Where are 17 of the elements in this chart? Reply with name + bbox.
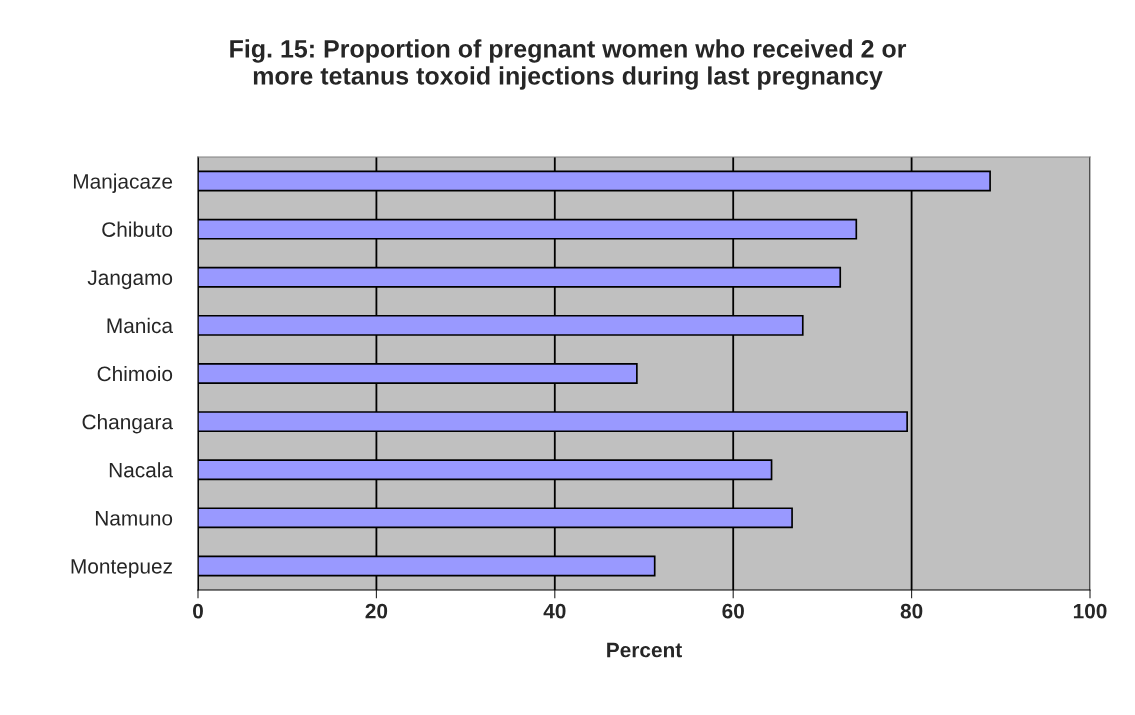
y-tick-label: Montepuez <box>71 559 172 578</box>
x-tick-label: 100 <box>1073 603 1107 619</box>
x-tick-label: 60 <box>722 603 744 619</box>
y-tick-label: Jangamo <box>87 270 173 290</box>
y-tick-label: Nacala <box>109 462 173 478</box>
y-tick-label: Namuno <box>95 511 173 526</box>
y-tick-label: Manjacaze <box>73 173 173 193</box>
chart-title: Fig. 15: Proportion of pregnant women who received 2 or more tetanus toxoid injections during last pregnancy <box>230 39 907 90</box>
x-tick-label: 0 <box>193 603 203 619</box>
y-tick-label: Chimoio <box>97 365 173 382</box>
x-tick-label: 40 <box>543 603 566 619</box>
x-tick-label: 20 <box>365 603 388 619</box>
x-axis-title: Percent <box>607 642 682 658</box>
y-tick-label: Changara <box>82 414 174 434</box>
x-tick-label: 80 <box>900 603 923 619</box>
y-tick-label: Chibuto <box>102 221 173 237</box>
y-tick-label: Manica <box>107 317 173 334</box>
